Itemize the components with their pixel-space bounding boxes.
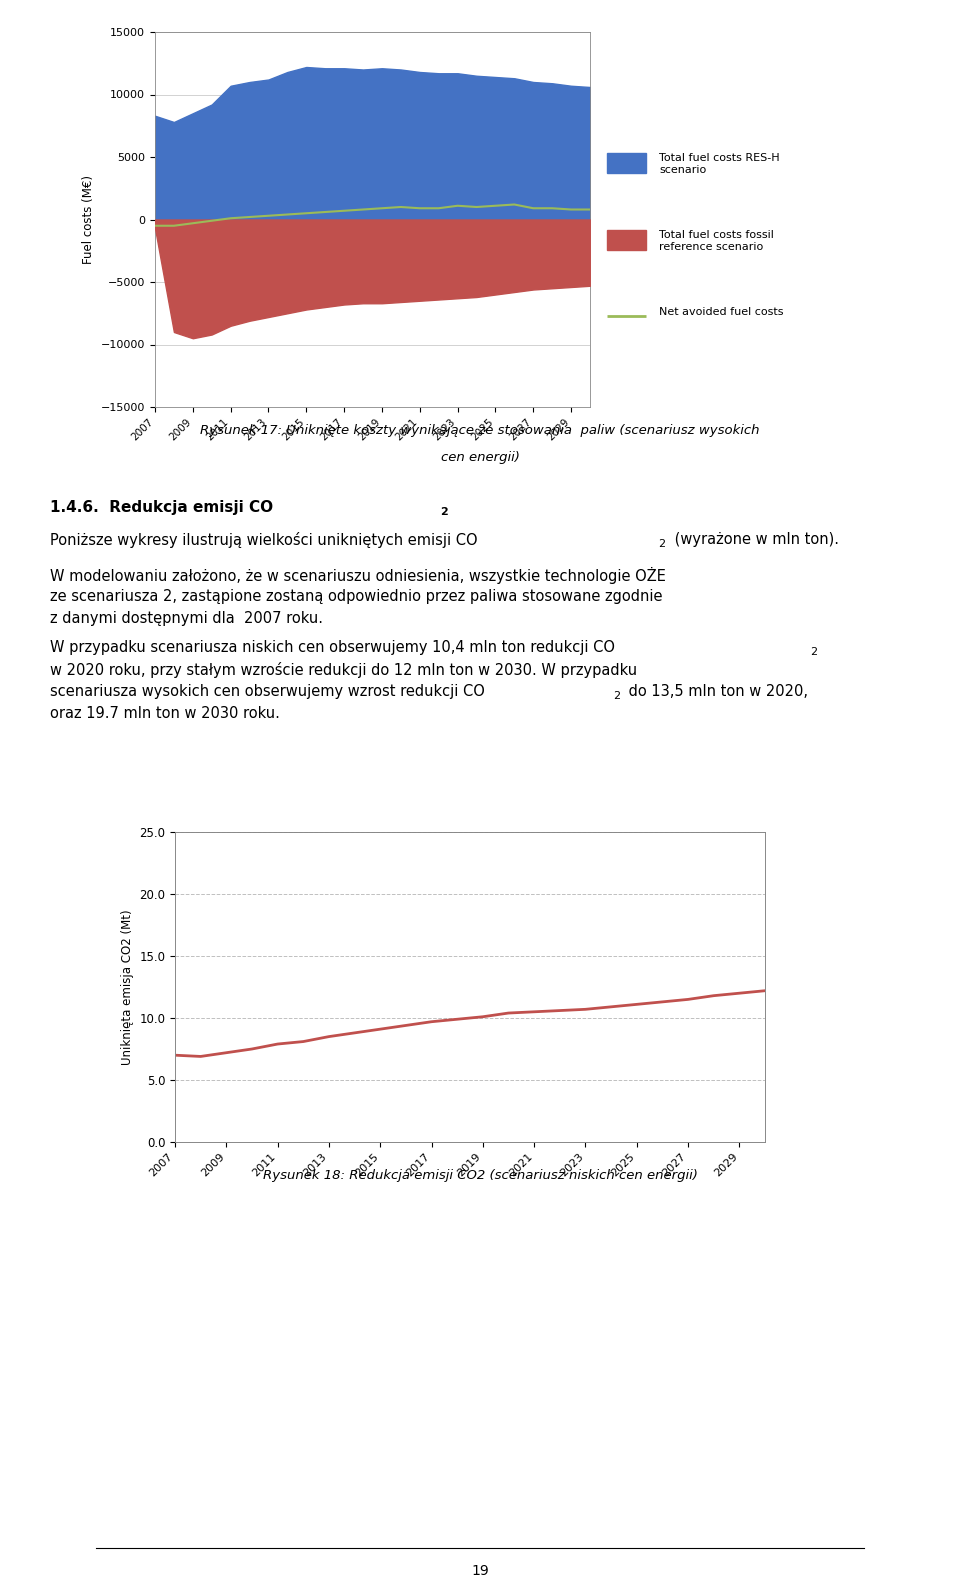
Text: ze scenariusza 2, zastąpione zostaną odpowiednio przez paliwa stosowane zgodnie: ze scenariusza 2, zastąpione zostaną odp… [50, 589, 662, 605]
Text: 2: 2 [658, 538, 665, 549]
Bar [607, 154, 646, 173]
Text: Rysunek 18: Redukcja emisji CO2 (scenariusz niskich cen energii): Rysunek 18: Redukcja emisji CO2 (scenari… [263, 1168, 697, 1183]
Text: Ocena skuteczności i efektywności wybranych instrumentów wsparcia: Ocena skuteczności i efektywności wybran… [236, 6, 724, 21]
Text: Net avoided fuel costs: Net avoided fuel costs [660, 307, 784, 317]
Text: 2: 2 [440, 507, 447, 518]
Text: Total fuel costs RES-H
scenario: Total fuel costs RES-H scenario [660, 154, 780, 174]
Text: cen energii): cen energii) [441, 451, 519, 464]
Text: scenariusza wysokich cen obserwujemy wzrost redukcji CO: scenariusza wysokich cen obserwujemy wzr… [50, 684, 485, 700]
Text: do 13,5 mln ton w 2020,: do 13,5 mln ton w 2020, [624, 684, 808, 700]
Text: 2: 2 [810, 647, 817, 657]
Text: Poniższe wykresy ilustrują wielkości unikniętych emisji CO: Poniższe wykresy ilustrują wielkości uni… [50, 532, 478, 548]
Text: (wyrażone w mln ton).: (wyrażone w mln ton). [670, 532, 839, 548]
Text: oraz 19.7 mln ton w 2030 roku.: oraz 19.7 mln ton w 2030 roku. [50, 706, 280, 720]
Y-axis label: Fuel costs (M€): Fuel costs (M€) [83, 176, 95, 264]
Text: Total fuel costs fossil
reference scenario: Total fuel costs fossil reference scenar… [660, 230, 775, 252]
Text: W przypadku scenariusza niskich cen obserwujemy 10,4 mln ton redukcji CO: W przypadku scenariusza niskich cen obse… [50, 640, 615, 655]
Bar [607, 230, 646, 250]
Text: w 2020 roku, przy stałym wzroście redukcji do 12 mln ton w 2030. W przypadku: w 2020 roku, przy stałym wzroście redukc… [50, 662, 637, 678]
Text: 2: 2 [613, 692, 620, 701]
Text: RES-H Policy: RES-H Policy [8, 6, 107, 21]
Y-axis label: Uniknięta emisja CO2 (Mt): Uniknięta emisja CO2 (Mt) [121, 909, 133, 1065]
Text: W modelowaniu założono, że w scenariuszu odniesienia, wszystkie technologie OŻE: W modelowaniu założono, że w scenariuszu… [50, 567, 666, 584]
Text: Rysunek 17: Uniknięte koszty wynikające ze stosowania  paliw (scenariusz wysokic: Rysunek 17: Uniknięte koszty wynikające … [201, 424, 759, 437]
Text: z danymi dostępnymi dla  2007 roku.: z danymi dostępnymi dla 2007 roku. [50, 611, 323, 625]
Text: 1.4.6.  Redukcja emisji CO: 1.4.6. Redukcja emisji CO [50, 500, 274, 514]
Text: 19: 19 [471, 1564, 489, 1578]
